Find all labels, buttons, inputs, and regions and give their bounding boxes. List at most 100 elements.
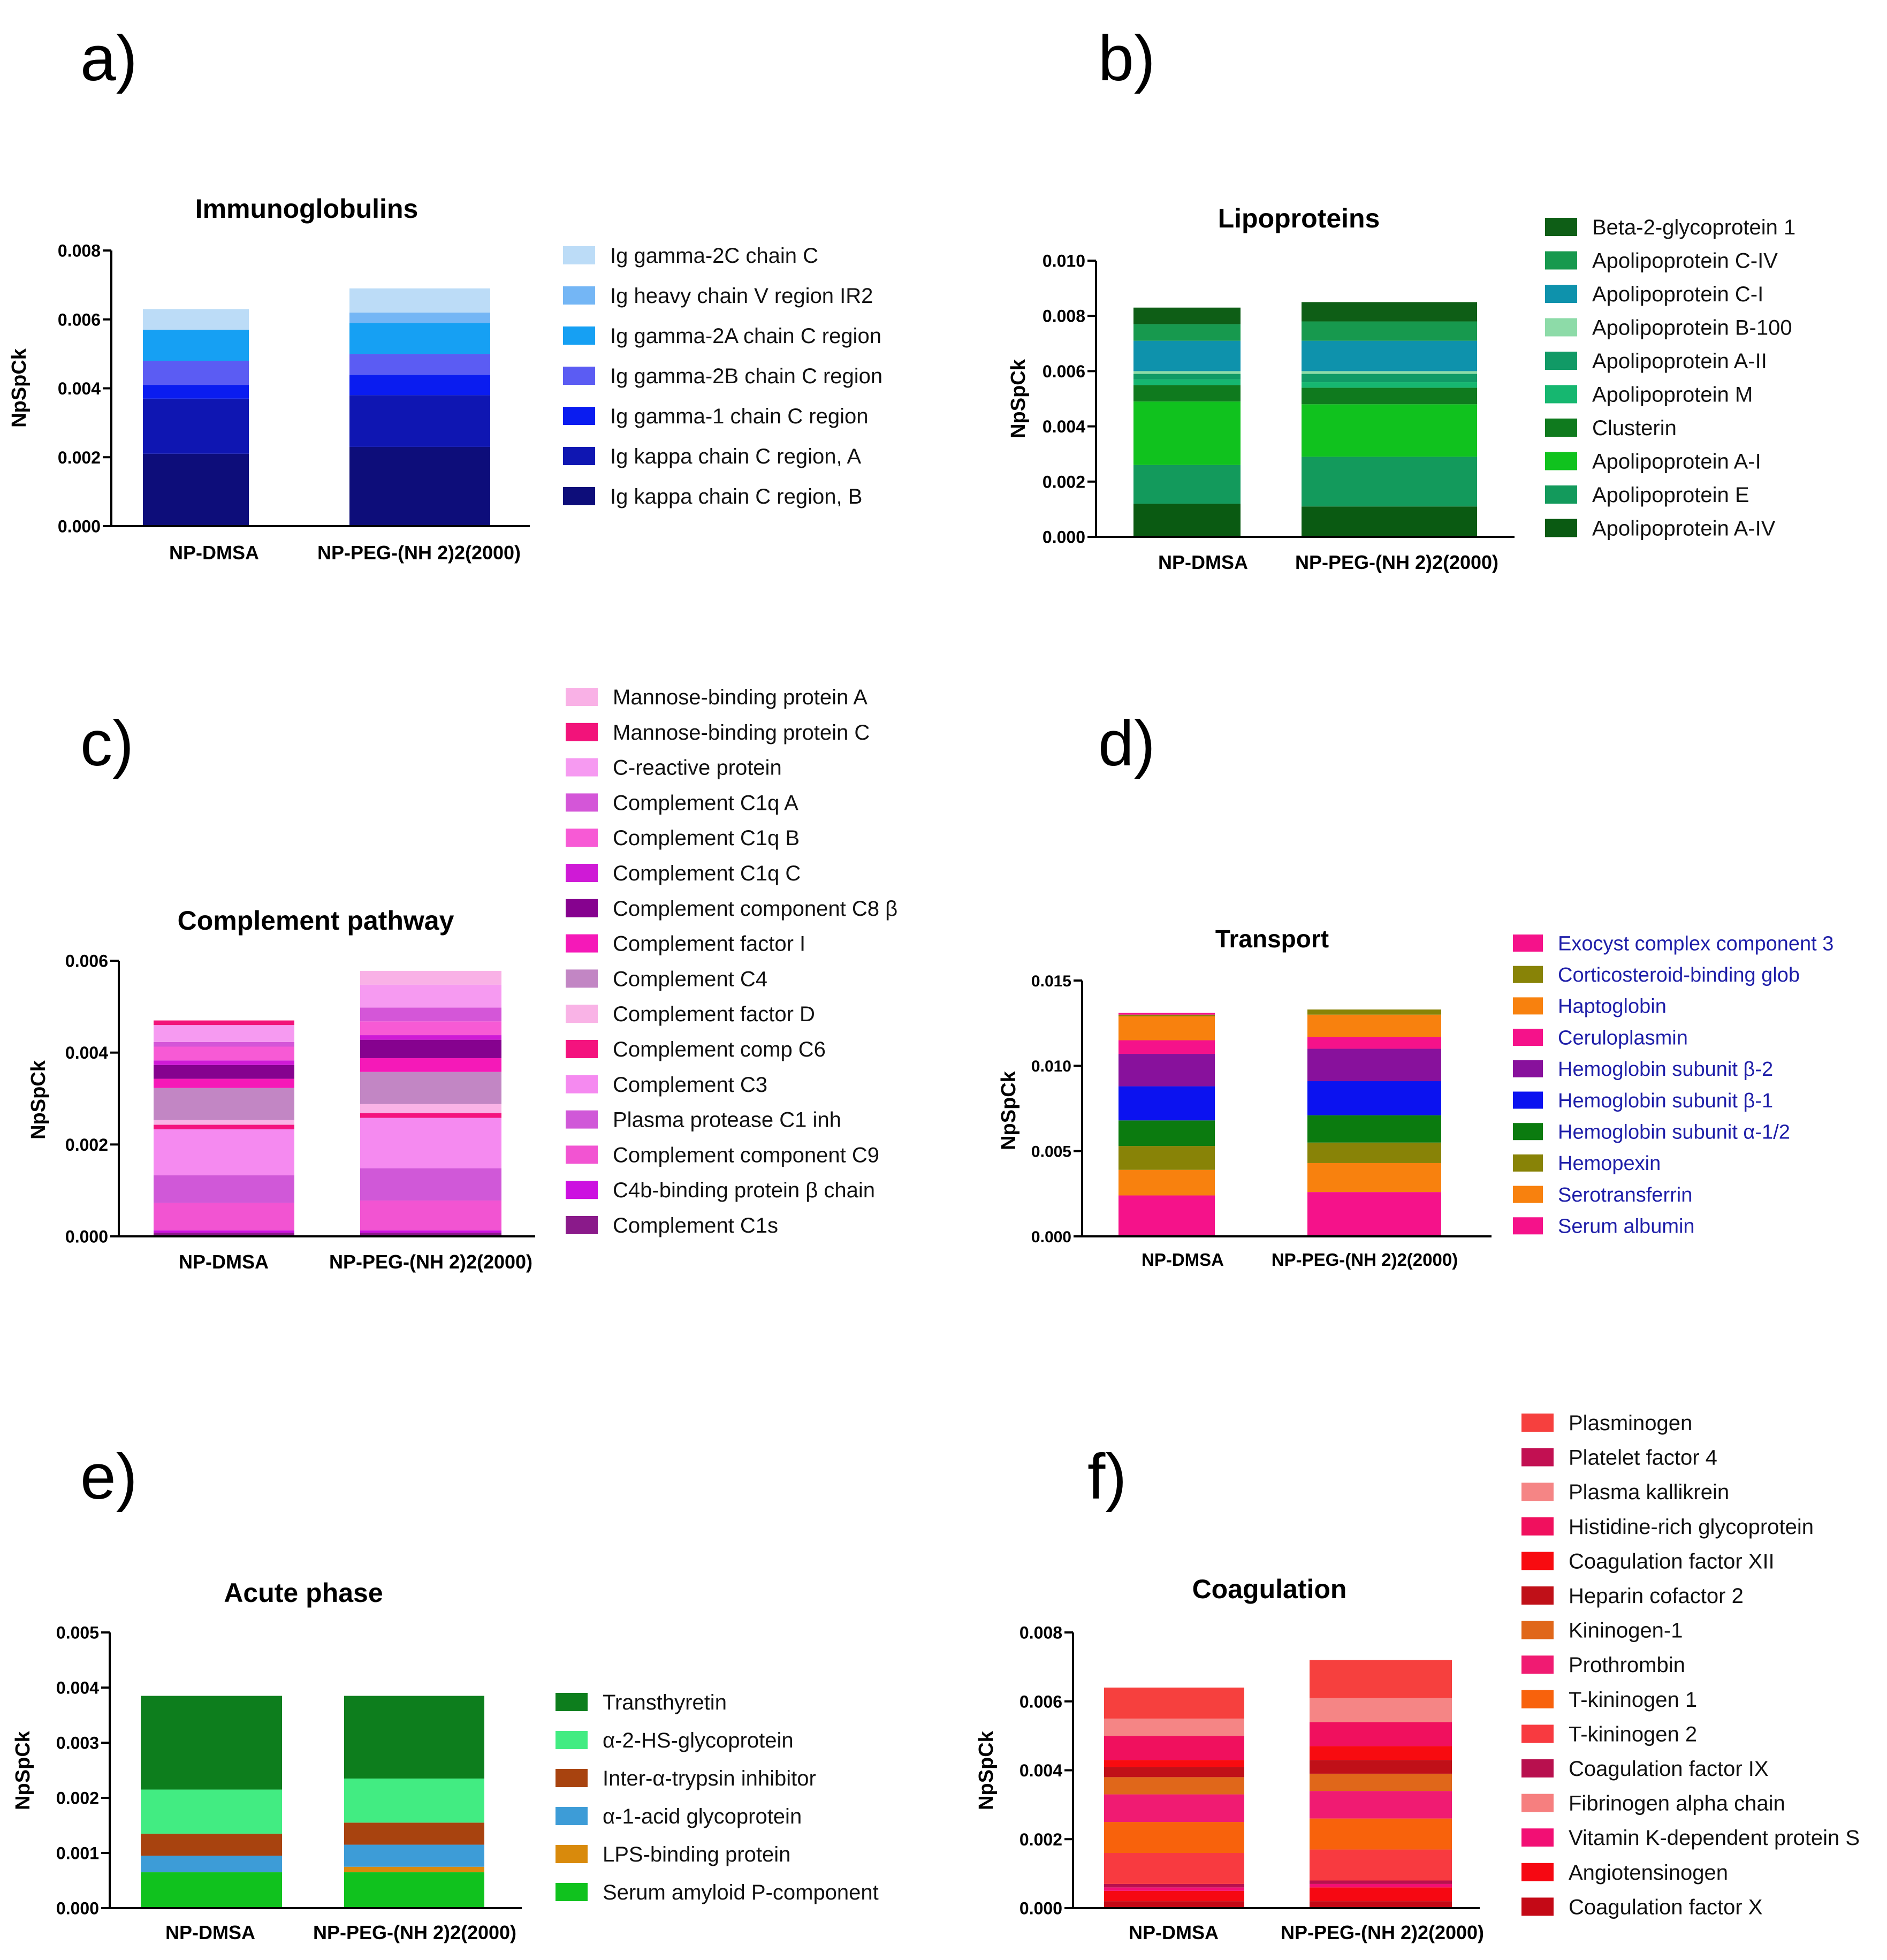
bar-segment-ig-gamma-2b-chain-c-region	[349, 354, 490, 375]
legend-swatch	[1521, 1448, 1554, 1467]
chart-title: Complement pathway	[178, 906, 454, 936]
bar-segment-haptoglobin	[1118, 1016, 1215, 1040]
bar-segment-plasminogen	[1310, 1660, 1452, 1698]
y-tick-label: 0.006	[1043, 362, 1085, 381]
panel-label: c)	[80, 708, 134, 779]
bar-segment-ig-kappa-chain-c-region-a	[349, 395, 490, 447]
bar-segment-complement-c3	[360, 1118, 501, 1168]
bar-segment-plasma-kallikrein	[1104, 1718, 1244, 1736]
legend-entry: Serum amyloid P-component	[603, 1881, 879, 1904]
x-tick-label: NP-PEG-(NH 2)2(2000)	[1295, 551, 1498, 573]
bar-segment-ig-gamma-2c-chain-c	[349, 288, 490, 313]
legend-swatch	[566, 1110, 598, 1129]
y-tick-label: 0.008	[1019, 1623, 1062, 1643]
bar-segment-lps-binding-protein	[344, 1866, 484, 1873]
bar-segment-hemoglobin-subunit-2	[1118, 1054, 1215, 1087]
chart-title: Lipoproteins	[1218, 203, 1380, 233]
legend-entry: Ig gamma-2B chain C region	[610, 364, 882, 388]
bar-segment-serum-albumin	[1118, 1195, 1215, 1236]
panel-coagulation: f) Coagulation NP-DMSA NP-PEG-(NH 2)2(2000)…	[975, 1411, 1860, 1943]
legend-swatch	[566, 829, 598, 847]
x-tick-label: NP-DMSA	[165, 1921, 255, 1943]
panel-label: f)	[1087, 1441, 1127, 1513]
legend-entry: Plasma kallikrein	[1569, 1480, 1729, 1504]
bar-segment-apolipoprotein-c-i	[1133, 340, 1241, 371]
bar-segment-hemoglobin-subunit-2	[1307, 1049, 1441, 1082]
panel-complement-pathway: c) Complement pathway NP-DMSA NP-PEG-(NH 2)…	[27, 686, 897, 1273]
legend-swatch	[563, 326, 595, 345]
legend-swatch	[566, 793, 598, 812]
bar-segment-hemoglobin-subunit-1	[1118, 1086, 1215, 1121]
bar-segment-plasma-kallikrein	[1310, 1698, 1452, 1722]
bar-segment-ceruloplasmin	[1307, 1037, 1441, 1049]
bar-segment-serum-amyloid-p-component	[344, 1872, 484, 1908]
legend-swatch	[1521, 1759, 1554, 1777]
legend-entry: C-reactive protein	[613, 756, 782, 780]
bar-segment-ig-gamma-1-chain-c-region	[143, 385, 249, 399]
legend-entry: Exocyst complex component 3	[1558, 932, 1833, 955]
bar-segment-apolipoprotein-m	[1302, 382, 1477, 388]
legend-swatch	[1545, 385, 1577, 404]
y-tick-label: 0.005	[1031, 1143, 1071, 1160]
legend-entry: Coagulation factor X	[1569, 1895, 1762, 1919]
bar-segment-angiotensinogen	[1104, 1890, 1244, 1902]
legend-swatch	[1521, 1897, 1554, 1916]
bar-segment-complement-component-c9	[360, 1201, 501, 1230]
legend-swatch	[566, 1216, 598, 1234]
y-tick-label: 0.010	[1043, 252, 1085, 271]
legend-swatch	[563, 487, 595, 505]
legend-entry: Complement C1q A	[613, 791, 798, 815]
legend-entry: Heparin cofactor 2	[1569, 1584, 1744, 1608]
bar-segment-complement-c1q-c	[360, 1035, 501, 1040]
legend-swatch	[1545, 352, 1577, 370]
bar-segment-serotransferrin	[1118, 1169, 1215, 1196]
chart-title: Transport	[1215, 925, 1329, 953]
legend-entry: Corticosteroid-binding glob	[1558, 964, 1800, 986]
bar-segment-complement-factor-i	[154, 1078, 294, 1088]
legend-swatch	[1521, 1794, 1554, 1812]
legend: Transthyretin α-2-HS-glycoprotein Inter-α-…	[556, 1691, 879, 1904]
bar-segment-apolipoprotein-a-ii	[1133, 374, 1241, 379]
bar-segment-histidine-rich-glycoprotein	[1104, 1736, 1244, 1760]
legend-swatch	[1545, 452, 1577, 470]
legend-swatch	[566, 864, 598, 882]
bar-segment-hemoglobin-subunit-1-2	[1118, 1120, 1215, 1146]
legend-entry: Clusterin	[1592, 416, 1677, 440]
bar-segment-plasminogen	[1104, 1688, 1244, 1719]
legend-swatch	[556, 1693, 588, 1711]
y-tick-label: 0.000	[65, 1227, 108, 1247]
legend-swatch	[1545, 485, 1577, 504]
y-tick-label: 0.008	[1043, 307, 1085, 326]
y-axis-label: NpSpCk	[975, 1730, 998, 1810]
legend-swatch	[1545, 318, 1577, 337]
bar-segment-ig-heavy-chain-v-region-ir2	[349, 312, 490, 323]
legend-entry: C4b-binding protein β chain	[613, 1179, 875, 1202]
bar-segment-complement-c1s	[154, 1233, 294, 1236]
panel-label: e)	[80, 1441, 138, 1513]
bar-segment-complement-component-c9	[154, 1203, 294, 1230]
legend-swatch	[1521, 1414, 1554, 1432]
legend-entry: Apolipoprotein B-100	[1592, 316, 1792, 340]
bar-segment-ig-gamma-2a-chain-c-region	[349, 323, 490, 354]
bar-segment-complement-c1q-c	[154, 1060, 294, 1065]
legend-entry: Complement C4	[613, 967, 767, 991]
legend-entry: Ig gamma-2A chain C region	[610, 324, 881, 348]
bar-segment-complement-c1q-b	[360, 1021, 501, 1036]
bar-segment-beta-2-glycoprotein-1	[1133, 307, 1241, 324]
legend-entry: Mannose-binding protein A	[613, 686, 868, 709]
panel-label: d)	[1098, 708, 1155, 779]
legend-entry: Ig heavy chain V region IR2	[610, 284, 873, 308]
legend-entry: Ig kappa chain C region, A	[610, 445, 862, 468]
legend-swatch	[1513, 997, 1543, 1015]
legend-swatch	[1521, 1863, 1554, 1881]
bar-segment-serum-albumin	[1307, 1192, 1441, 1236]
legend: Plasminogen Platelet factor 4 Plasma kalli…	[1521, 1411, 1860, 1919]
panel-immunoglobulins: a) Immunoglobulins NP-DMSA NP-PEG-(NH 2)2(2…	[8, 22, 882, 564]
legend-swatch	[1513, 1123, 1543, 1141]
legend-entry: Apolipoprotein C-IV	[1592, 249, 1778, 273]
bar-segment-haptoglobin	[1307, 1014, 1441, 1037]
legend-swatch	[1545, 519, 1577, 537]
bar-segment-apolipoprotein-c-iv	[1133, 324, 1241, 341]
legend-entry: Serum albumin	[1558, 1215, 1695, 1238]
bar-segment-apolipoprotein-e	[1133, 465, 1241, 504]
